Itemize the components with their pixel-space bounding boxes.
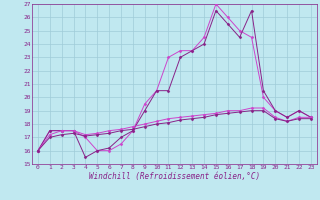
X-axis label: Windchill (Refroidissement éolien,°C): Windchill (Refroidissement éolien,°C) <box>89 172 260 181</box>
